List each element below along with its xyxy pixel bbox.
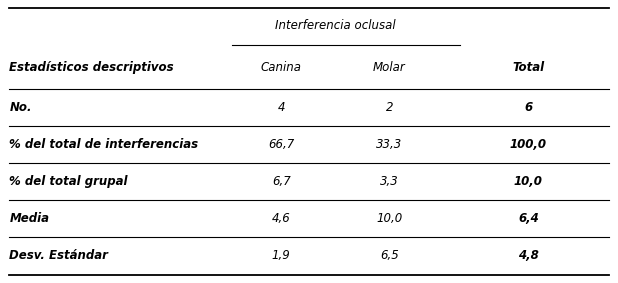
Text: 6: 6 [524,101,533,114]
Text: 6,5: 6,5 [380,250,399,262]
Text: Media: Media [9,213,49,225]
Text: Molar: Molar [373,61,405,74]
Text: 10,0: 10,0 [514,175,543,188]
Text: 4,8: 4,8 [518,250,539,262]
Text: Desv. Estándar: Desv. Estándar [9,250,108,262]
Text: 10,0: 10,0 [376,213,402,225]
Text: 33,3: 33,3 [376,138,402,151]
Text: Total: Total [512,61,544,74]
Text: 4,6: 4,6 [272,213,290,225]
Text: % del total de interferencias: % del total de interferencias [9,138,198,151]
Text: 1,9: 1,9 [272,250,290,262]
Text: 4: 4 [277,101,285,114]
Text: 6,4: 6,4 [518,213,539,225]
Text: Canina: Canina [261,61,302,74]
Text: Interferencia oclusal: Interferencia oclusal [275,19,396,31]
Text: 6,7: 6,7 [272,175,290,188]
Text: 3,3: 3,3 [380,175,399,188]
Text: % del total grupal: % del total grupal [9,175,128,188]
Text: Estadísticos descriptivos: Estadísticos descriptivos [9,61,174,74]
Text: 100,0: 100,0 [510,138,547,151]
Text: 66,7: 66,7 [268,138,294,151]
Text: 2: 2 [386,101,393,114]
Text: No.: No. [9,101,32,114]
